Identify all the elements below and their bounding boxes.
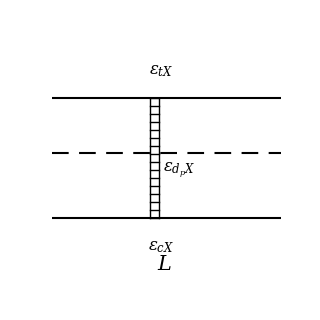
Text: $\varepsilon_{d_{p}X}$: $\varepsilon_{d_{p}X}$ (163, 160, 195, 180)
Text: $\varepsilon_{tX}$: $\varepsilon_{tX}$ (149, 61, 174, 79)
Text: $L$: $L$ (156, 254, 172, 274)
Text: $\varepsilon_{cX}$: $\varepsilon_{cX}$ (148, 237, 175, 255)
